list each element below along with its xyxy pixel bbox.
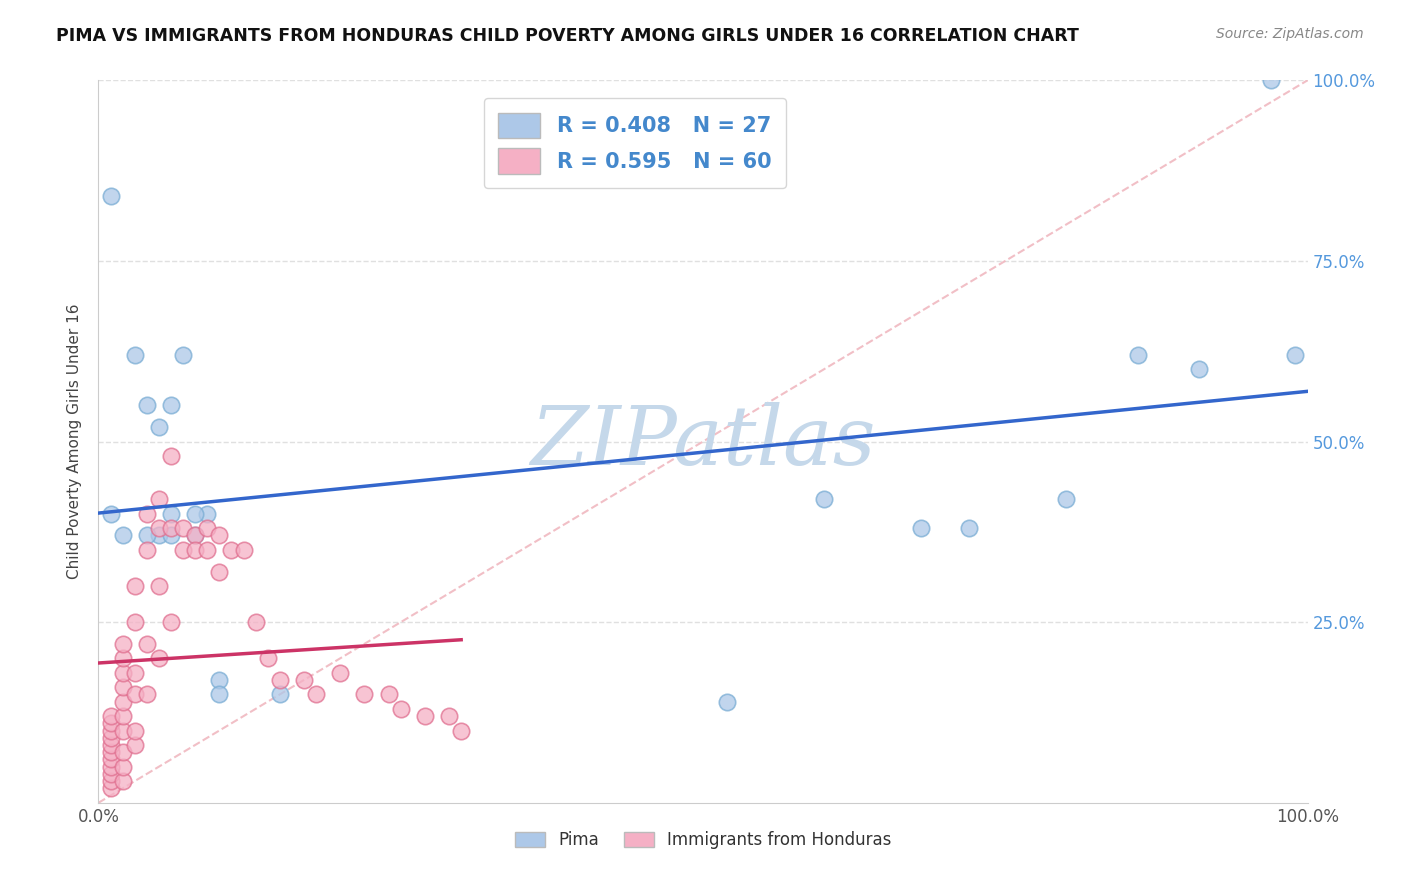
Point [208,687,231,701]
Point [100,760,122,774]
Point [208,673,231,687]
Point [100,774,122,789]
Point [160,521,183,535]
Point [910,521,932,535]
Point [124,723,146,738]
Point [148,521,170,535]
Point [208,528,231,542]
Point [100,507,122,521]
Point [124,348,146,362]
Text: Source: ZipAtlas.com: Source: ZipAtlas.com [1216,27,1364,41]
Text: PIMA VS IMMIGRANTS FROM HONDURAS CHILD POVERTY AMONG GIRLS UNDER 16 CORRELATION : PIMA VS IMMIGRANTS FROM HONDURAS CHILD P… [56,27,1080,45]
Point [100,731,122,745]
Point [329,665,352,680]
Point [160,528,183,542]
Point [269,687,291,701]
Point [124,615,146,630]
Point [184,528,207,542]
Point [1284,348,1306,362]
Point [413,709,436,723]
Legend: Pima, Immigrants from Honduras: Pima, Immigrants from Honduras [508,824,898,856]
Point [389,702,412,716]
Point [1128,348,1150,362]
Point [195,542,218,557]
Point [450,723,472,738]
Point [100,709,122,723]
Point [100,716,122,731]
Point [377,687,399,701]
Point [172,348,194,362]
Point [111,680,134,694]
Point [1260,73,1282,87]
Point [148,579,170,593]
Point [100,189,122,203]
Point [111,723,134,738]
Point [124,665,146,680]
Point [160,615,183,630]
Point [111,665,134,680]
Point [221,542,243,557]
Point [124,738,146,752]
Point [100,752,122,766]
Point [1054,492,1077,507]
Point [245,615,267,630]
Point [172,521,194,535]
Point [437,709,460,723]
Point [195,507,218,521]
Point [135,507,157,521]
Point [100,745,122,759]
Point [111,637,134,651]
Point [135,398,157,412]
Point [292,673,315,687]
Point [135,687,157,701]
Text: ZIPatlas: ZIPatlas [530,401,876,482]
Point [111,528,134,542]
Point [184,528,207,542]
Point [813,492,835,507]
Point [716,695,738,709]
Y-axis label: Child Poverty Among Girls Under 16: Child Poverty Among Girls Under 16 [67,304,83,579]
Point [208,565,231,579]
Point [184,542,207,557]
Point [148,651,170,665]
Point [160,507,183,521]
Point [100,723,122,738]
Point [124,579,146,593]
Point [135,637,157,651]
Point [256,651,278,665]
Point [135,542,157,557]
Point [148,492,170,507]
Point [269,673,291,687]
Point [148,420,170,434]
Point [111,695,134,709]
Point [111,651,134,665]
Point [111,760,134,774]
Point [111,745,134,759]
Point [353,687,375,701]
Point [148,528,170,542]
Point [232,542,254,557]
Point [184,507,207,521]
Point [100,738,122,752]
Point [305,687,328,701]
Point [160,449,183,463]
Point [1188,362,1211,376]
Point [195,521,218,535]
Point [135,528,157,542]
Point [111,774,134,789]
Point [100,781,122,796]
Point [124,687,146,701]
Point [172,542,194,557]
Point [160,398,183,412]
Point [957,521,980,535]
Point [111,709,134,723]
Point [100,767,122,781]
